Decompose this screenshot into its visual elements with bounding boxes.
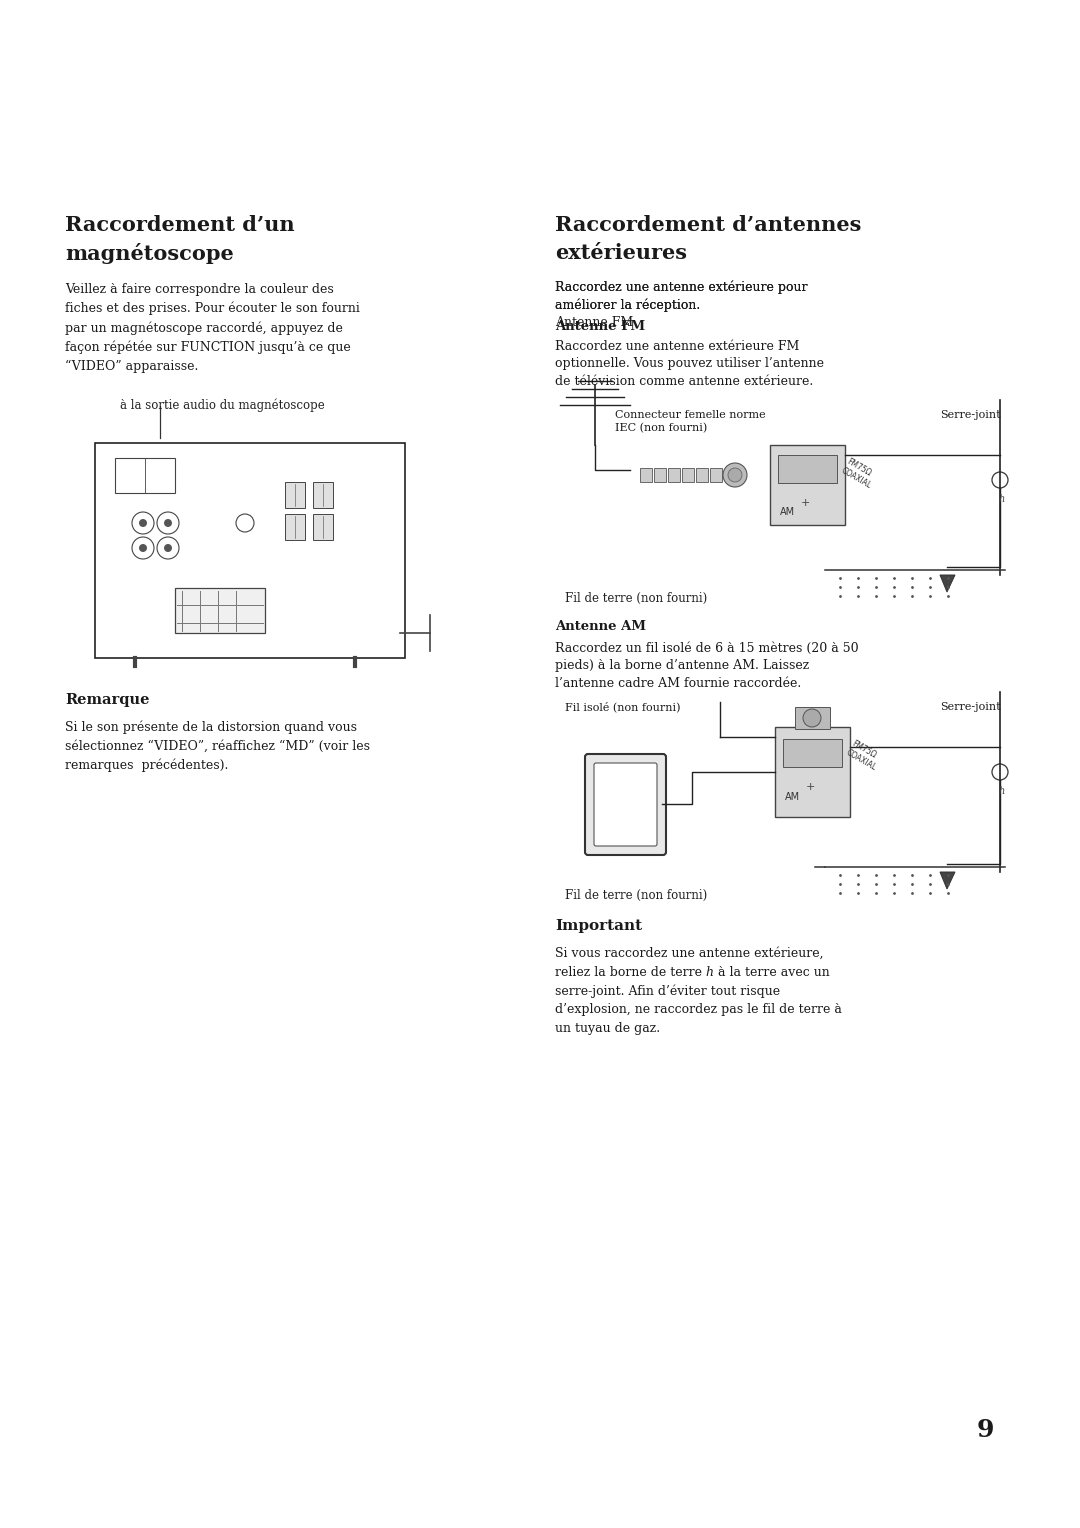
Bar bbox=[285, 481, 305, 507]
Text: Raccordez une antenne extérieure FM
optionnelle. Vous pouvez utiliser l’antenne
: Raccordez une antenne extérieure FM opti… bbox=[555, 341, 824, 388]
Text: FM75Ω
COAXIAL: FM75Ω COAXIAL bbox=[845, 740, 883, 773]
Circle shape bbox=[804, 709, 821, 727]
Circle shape bbox=[157, 536, 179, 559]
Text: Antenne AM: Antenne AM bbox=[555, 620, 646, 633]
Text: Fil de terre (non fourni): Fil de terre (non fourni) bbox=[565, 591, 707, 605]
Text: +: + bbox=[806, 782, 814, 792]
Text: Raccordez une antenne extérieure pour
améliorer la réception.: Raccordez une antenne extérieure pour am… bbox=[555, 280, 808, 312]
Circle shape bbox=[164, 544, 172, 552]
Text: +: + bbox=[800, 498, 810, 507]
Circle shape bbox=[157, 512, 179, 533]
Text: Raccordez une antenne extérieure pour
améliorer la réception.
Antenne FM: Raccordez une antenne extérieure pour am… bbox=[555, 280, 808, 329]
Text: Fil de terre (non fourni): Fil de terre (non fourni) bbox=[565, 889, 707, 902]
Text: 9: 9 bbox=[976, 1418, 994, 1442]
Circle shape bbox=[164, 520, 172, 527]
Polygon shape bbox=[940, 575, 955, 591]
Text: Raccordement d’un: Raccordement d’un bbox=[65, 215, 295, 235]
Text: Si le son présente de la distorsion quand vous
sélectionnez “VIDEO”, réaffichez : Si le son présente de la distorsion quan… bbox=[65, 721, 370, 772]
Text: ℎ: ℎ bbox=[999, 495, 1005, 504]
Bar bbox=[710, 468, 723, 481]
Bar bbox=[175, 588, 265, 633]
Text: Antenne FM: Antenne FM bbox=[555, 319, 645, 333]
Circle shape bbox=[132, 512, 154, 533]
Text: Remarque: Remarque bbox=[65, 694, 149, 707]
Text: Important: Important bbox=[555, 918, 643, 934]
Bar bbox=[681, 468, 694, 481]
Circle shape bbox=[139, 520, 147, 527]
Text: magnétoscope: magnétoscope bbox=[65, 243, 233, 264]
Circle shape bbox=[132, 536, 154, 559]
Bar bbox=[778, 455, 837, 483]
Text: Si vous raccordez une antenne extérieure,
reliez la borne de terre ℎ à la terre : Si vous raccordez une antenne extérieure… bbox=[555, 947, 842, 1034]
Text: Raccordez un fil isolé de 6 à 15 mètres (20 à 50
pieds) à la borne d’antenne AM.: Raccordez un fil isolé de 6 à 15 mètres … bbox=[555, 642, 859, 691]
Text: FM75Ω
COAXIAL: FM75Ω COAXIAL bbox=[840, 457, 878, 490]
Bar bbox=[795, 707, 831, 729]
Text: Veillez à faire correspondre la couleur des
fiches et des prises. Pour écouter l: Veillez à faire correspondre la couleur … bbox=[65, 283, 360, 373]
Text: Connecteur femelle norme
IEC (non fourni): Connecteur femelle norme IEC (non fourni… bbox=[615, 410, 766, 432]
Bar bbox=[285, 513, 305, 539]
Text: à la sortie audio du magnétoscope: à la sortie audio du magnétoscope bbox=[120, 397, 325, 411]
Text: Fil isolé (non fourni): Fil isolé (non fourni) bbox=[565, 701, 680, 712]
Bar bbox=[770, 445, 845, 526]
Text: AM: AM bbox=[785, 792, 800, 802]
FancyBboxPatch shape bbox=[585, 753, 666, 856]
Circle shape bbox=[728, 468, 742, 481]
Bar bbox=[783, 740, 842, 767]
Bar bbox=[313, 513, 333, 539]
Text: Serre-joint: Serre-joint bbox=[940, 701, 1001, 712]
Text: ℎ: ℎ bbox=[999, 787, 1005, 796]
Text: AM: AM bbox=[780, 507, 795, 516]
Bar bbox=[313, 481, 333, 507]
Bar bbox=[775, 727, 850, 817]
Circle shape bbox=[993, 764, 1008, 779]
Bar bbox=[696, 468, 708, 481]
Circle shape bbox=[139, 544, 147, 552]
Text: Serre-joint: Serre-joint bbox=[940, 410, 1001, 420]
FancyBboxPatch shape bbox=[594, 762, 657, 847]
Text: extérieures: extérieures bbox=[555, 243, 687, 263]
Bar bbox=[95, 443, 405, 659]
Bar bbox=[669, 468, 680, 481]
Bar bbox=[114, 458, 175, 494]
Circle shape bbox=[237, 513, 254, 532]
Bar bbox=[640, 468, 652, 481]
Bar bbox=[654, 468, 666, 481]
Text: Raccordement d’antennes: Raccordement d’antennes bbox=[555, 215, 862, 235]
Circle shape bbox=[723, 463, 747, 487]
Circle shape bbox=[993, 472, 1008, 487]
Polygon shape bbox=[940, 872, 955, 889]
